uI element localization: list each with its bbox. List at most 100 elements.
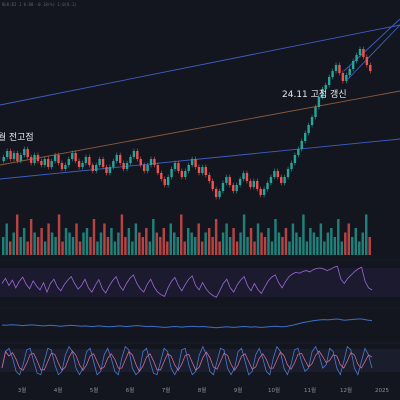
candle-body — [228, 177, 232, 185]
volume-bar — [138, 232, 141, 255]
volume-bar — [183, 241, 186, 255]
candle-body — [67, 159, 71, 165]
candle-body — [334, 65, 338, 71]
candle-body — [156, 165, 160, 173]
candle-body — [259, 189, 262, 195]
volume-bar — [127, 228, 131, 255]
volume-bar — [218, 241, 221, 255]
stoch-k-line — [1, 345, 373, 376]
candle-body — [208, 175, 211, 181]
volume-bar — [211, 237, 214, 255]
candle-body — [9, 151, 12, 159]
candle-body — [266, 183, 269, 189]
volume-bar — [47, 223, 50, 255]
candle-body — [149, 159, 153, 165]
candle-body — [276, 171, 279, 177]
candle-body — [88, 157, 91, 165]
candle-body — [351, 61, 355, 69]
candle-body — [60, 163, 64, 169]
volume-bar — [33, 232, 36, 255]
volume-bar — [71, 237, 75, 255]
volume-bar — [40, 228, 43, 255]
x-tick-label: 6월 — [126, 386, 135, 394]
volume-bar — [26, 241, 29, 255]
candle-body — [358, 49, 362, 55]
volume-bar — [12, 232, 15, 255]
x-tick-label: 2025 — [375, 388, 389, 394]
candle-body — [187, 165, 190, 171]
candle-body — [16, 153, 19, 161]
volume-bar — [190, 232, 193, 255]
volume-bar — [148, 241, 152, 255]
volume-bar — [281, 237, 284, 255]
volume-bar — [365, 214, 368, 255]
candle-body — [139, 159, 142, 165]
candle-body — [249, 181, 252, 187]
x-axis: 3월 4월 5월 6월 7월 8월 9월 10월 11월 12월 2025 — [18, 386, 390, 394]
candle-body — [286, 169, 290, 177]
candle-body — [36, 155, 40, 161]
chart-header: BLK:BI 1 0.00 -0.18(%) 1:0(0.1) — [2, 2, 77, 7]
volume-bar — [239, 232, 242, 255]
candle-body — [142, 165, 146, 171]
volume-bar — [166, 241, 169, 255]
volume-bar — [176, 237, 179, 255]
trendline-orange-support — [0, 90, 400, 166]
candle-body — [252, 181, 256, 187]
candle-body — [225, 177, 228, 183]
volume-bar — [340, 241, 344, 255]
volume-bar — [169, 223, 172, 255]
macd-line — [1, 318, 373, 329]
volume-bar — [256, 223, 260, 255]
candle-body — [201, 167, 204, 173]
volume-bar — [225, 223, 228, 255]
candle-body — [163, 179, 166, 185]
volume-bar — [61, 241, 64, 255]
rsi-panel-band — [0, 268, 400, 297]
volume-bar — [316, 237, 319, 255]
candle-body — [190, 159, 194, 165]
candle-body — [242, 173, 245, 179]
volume-bar — [110, 228, 113, 255]
volume-bar — [99, 232, 103, 255]
candle-body — [19, 155, 23, 161]
x-tick-label: 8월 — [198, 386, 207, 394]
volume-bar — [57, 214, 61, 255]
candle-body — [115, 155, 118, 161]
candle-body — [84, 157, 88, 163]
candle-body — [146, 165, 149, 171]
volume-bar — [302, 214, 305, 255]
x-tick-label: 9월 — [234, 386, 243, 394]
candle-body — [5, 151, 9, 157]
volume-bar — [36, 237, 40, 255]
candle-body — [53, 155, 57, 161]
candle-body — [177, 163, 180, 171]
volume-bar — [43, 241, 47, 255]
volume-bar — [204, 232, 207, 255]
candle-body — [269, 177, 273, 183]
volume-bar — [214, 219, 218, 255]
volume-bar — [19, 237, 22, 255]
candle-body — [12, 153, 16, 159]
volume-bar — [120, 214, 124, 255]
volume-bar — [173, 232, 176, 255]
candle-body — [98, 159, 101, 165]
candle-body — [355, 55, 358, 61]
candle-body — [47, 159, 50, 167]
volume-bar — [221, 232, 225, 255]
volume-bar — [309, 228, 312, 255]
x-tick-label: 10월 — [268, 386, 280, 394]
volume-bar — [260, 232, 263, 255]
candle-body — [64, 165, 67, 169]
volume-bar — [64, 228, 68, 255]
x-tick-label: 12월 — [340, 386, 352, 394]
candle-body — [280, 177, 283, 183]
volume-bar — [152, 219, 155, 255]
volume-bar — [50, 232, 54, 255]
candle-body — [57, 155, 60, 163]
candle-body — [132, 151, 136, 157]
volume-bar — [159, 237, 162, 255]
volume-bar — [106, 237, 110, 255]
candle-body — [166, 177, 170, 185]
